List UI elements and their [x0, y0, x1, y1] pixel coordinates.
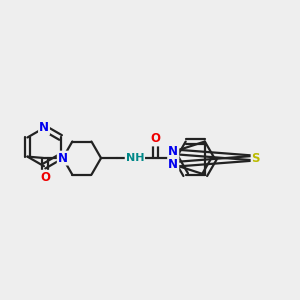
Text: NH: NH: [126, 153, 144, 163]
Text: N: N: [168, 145, 178, 158]
Text: S: S: [252, 152, 260, 165]
Text: O: O: [40, 171, 50, 184]
Text: N: N: [39, 122, 49, 134]
Text: O: O: [151, 133, 160, 146]
Text: N: N: [168, 158, 178, 171]
Text: N: N: [58, 152, 68, 165]
